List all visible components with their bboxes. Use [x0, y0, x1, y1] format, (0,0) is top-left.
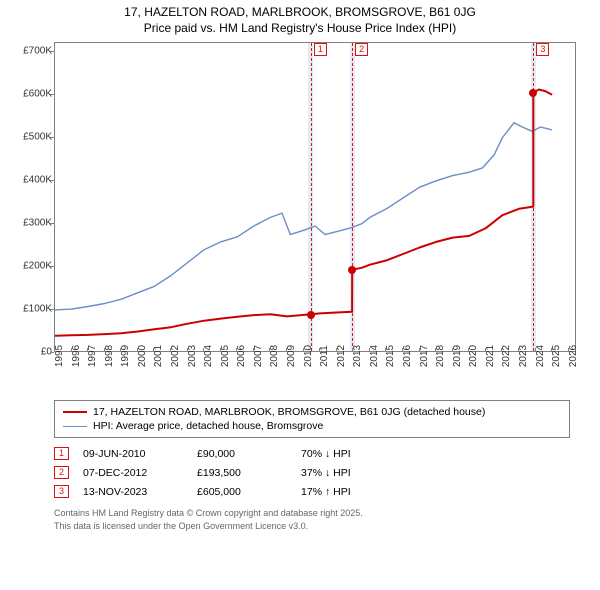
x-tick-label: 2005	[220, 345, 231, 367]
legend-swatch-property	[63, 411, 87, 413]
legend-box: 17, HAZELTON ROAD, MARLBROOK, BROMSGROVE…	[54, 400, 570, 438]
x-tick-label: 2003	[187, 345, 198, 367]
x-tick-label: 1996	[71, 345, 82, 367]
chart-area: 123 £0 £100K £200K £300K £400K £500K £600K £700…	[16, 38, 580, 396]
x-tick-label: 2023	[518, 345, 529, 367]
sale-delta: 17% ↑ HPI	[301, 486, 391, 498]
sale-number: 3	[54, 485, 69, 498]
sale-date: 07-DEC-2012	[83, 467, 183, 479]
x-tick-label: 2019	[452, 345, 463, 367]
sale-delta: 70% ↓ HPI	[301, 448, 391, 460]
x-tick-label: 2014	[369, 345, 380, 367]
y-tick-label: £200K	[16, 261, 52, 272]
title-block: 17, HAZELTON ROAD, MARLBROOK, BROMSGROVE…	[8, 4, 592, 36]
footer-line-2: This data is licensed under the Open Gov…	[54, 520, 592, 532]
legend-label-hpi: HPI: Average price, detached house, Brom…	[93, 420, 323, 432]
chart-container: 17, HAZELTON ROAD, MARLBROOK, BROMSGROVE…	[0, 0, 600, 536]
y-tick-label: £600K	[16, 89, 52, 100]
x-tick-label: 2024	[535, 345, 546, 367]
sales-row: 1 09-JUN-2010 £90,000 70% ↓ HPI	[54, 444, 592, 463]
x-tick-label: 2009	[286, 345, 297, 367]
x-tick-label: 2017	[419, 345, 430, 367]
x-tick-label: 2002	[170, 345, 181, 367]
legend-row: 17, HAZELTON ROAD, MARLBROOK, BROMSGROVE…	[63, 405, 561, 419]
x-tick-label: 2015	[385, 345, 396, 367]
sale-number: 2	[54, 466, 69, 479]
y-tick-label: £0	[16, 347, 52, 358]
x-tick-label: 2016	[402, 345, 413, 367]
x-tick-label: 2012	[336, 345, 347, 367]
x-tick-label: 2007	[253, 345, 264, 367]
x-tick-label: 2018	[435, 345, 446, 367]
x-tick-label: 1995	[54, 345, 65, 367]
x-tick-label: 2021	[485, 345, 496, 367]
y-tick-label: £500K	[16, 132, 52, 143]
plot-border: 123	[54, 42, 576, 352]
sales-row: 2 07-DEC-2012 £193,500 37% ↓ HPI	[54, 463, 592, 482]
x-tick-label: 2010	[303, 345, 314, 367]
x-tick-label: 1998	[104, 345, 115, 367]
title-line-1: 17, HAZELTON ROAD, MARLBROOK, BROMSGROVE…	[8, 4, 592, 20]
y-tick-label: £100K	[16, 304, 52, 315]
x-tick-label: 2026	[568, 345, 579, 367]
title-line-2: Price paid vs. HM Land Registry's House …	[8, 20, 592, 36]
sale-price: £605,000	[197, 486, 287, 498]
sale-price: £90,000	[197, 448, 287, 460]
sale-price: £193,500	[197, 467, 287, 479]
x-tick-label: 2020	[468, 345, 479, 367]
x-tick-label: 2011	[319, 346, 330, 368]
x-tick-label: 2004	[203, 345, 214, 367]
x-tick-label: 2001	[153, 345, 164, 367]
x-tick-label: 2022	[501, 345, 512, 367]
x-tick-label: 2008	[269, 345, 280, 367]
series-property-line	[55, 43, 577, 353]
legend-swatch-hpi	[63, 426, 87, 427]
y-tick-label: £400K	[16, 175, 52, 186]
x-tick-label: 2013	[352, 345, 363, 367]
plot-inner: 123	[55, 43, 575, 351]
sale-marker-dot	[529, 89, 537, 97]
sale-date: 09-JUN-2010	[83, 448, 183, 460]
x-tick-label: 2025	[551, 345, 562, 367]
sale-marker-dot	[307, 311, 315, 319]
x-tick-label: 1997	[87, 345, 98, 367]
sale-number: 1	[54, 447, 69, 460]
legend-row: HPI: Average price, detached house, Brom…	[63, 419, 561, 433]
sales-row: 3 13-NOV-2023 £605,000 17% ↑ HPI	[54, 482, 592, 501]
sale-marker-dot	[348, 266, 356, 274]
sales-table: 1 09-JUN-2010 £90,000 70% ↓ HPI 2 07-DEC…	[54, 444, 592, 501]
legend-label-property: 17, HAZELTON ROAD, MARLBROOK, BROMSGROVE…	[93, 406, 485, 418]
y-tick-label: £700K	[16, 45, 52, 56]
sale-date: 13-NOV-2023	[83, 486, 183, 498]
footer: Contains HM Land Registry data © Crown c…	[54, 507, 592, 531]
sale-delta: 37% ↓ HPI	[301, 467, 391, 479]
x-tick-label: 2006	[236, 345, 247, 367]
footer-line-1: Contains HM Land Registry data © Crown c…	[54, 507, 592, 519]
x-tick-label: 1999	[120, 345, 131, 367]
y-tick-label: £300K	[16, 218, 52, 229]
x-tick-label: 2000	[137, 345, 148, 367]
